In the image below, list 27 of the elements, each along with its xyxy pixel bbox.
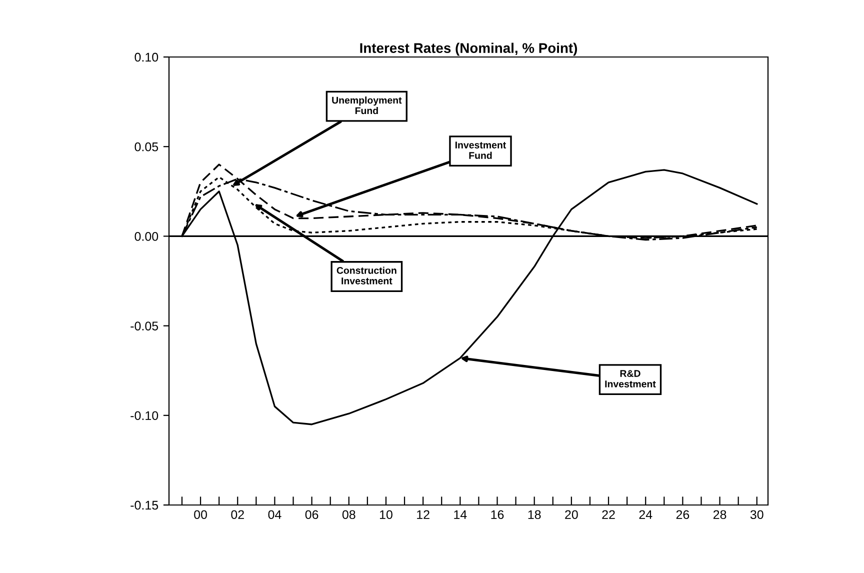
x-tick-label: 04 xyxy=(268,510,282,520)
x-tick-label: 28 xyxy=(713,510,726,520)
y-tick-label: 0.10 xyxy=(134,52,158,62)
x-tick-label: 08 xyxy=(342,510,356,520)
y-tick-label: -0.05 xyxy=(130,322,158,330)
y-tick-label: 0.05 xyxy=(134,142,158,152)
x-tick-label: 20 xyxy=(565,510,578,520)
x-tick-label: 06 xyxy=(305,510,318,520)
chart-title: Interest Rates (Nominal, % Point) xyxy=(360,42,578,56)
x-tick-label: 30 xyxy=(750,510,764,520)
x-tick-label: 10 xyxy=(380,510,392,520)
y-tick-label: 0.00 xyxy=(134,232,158,241)
annotation: Construction Investment xyxy=(336,266,396,284)
y-tick-label: -0.15 xyxy=(130,500,158,510)
x-tick-label: 02 xyxy=(231,510,244,520)
x-tick-label: 16 xyxy=(491,510,504,520)
x-tick-label: 00 xyxy=(194,510,207,520)
x-tick-label: 12 xyxy=(417,510,430,519)
x-tick-label: 22 xyxy=(602,510,615,519)
annotation: Unemployment Fund xyxy=(332,96,402,114)
annotation: Investment Fund xyxy=(455,142,506,159)
x-tick-label: 24 xyxy=(639,510,652,519)
x-tick-label: 18 xyxy=(528,510,541,520)
x-tick-label: 26 xyxy=(676,510,690,520)
annotation: R&D Investment xyxy=(605,370,656,388)
y-tick-label: -0.10 xyxy=(130,411,158,420)
x-tick-label: 14 xyxy=(454,510,467,519)
